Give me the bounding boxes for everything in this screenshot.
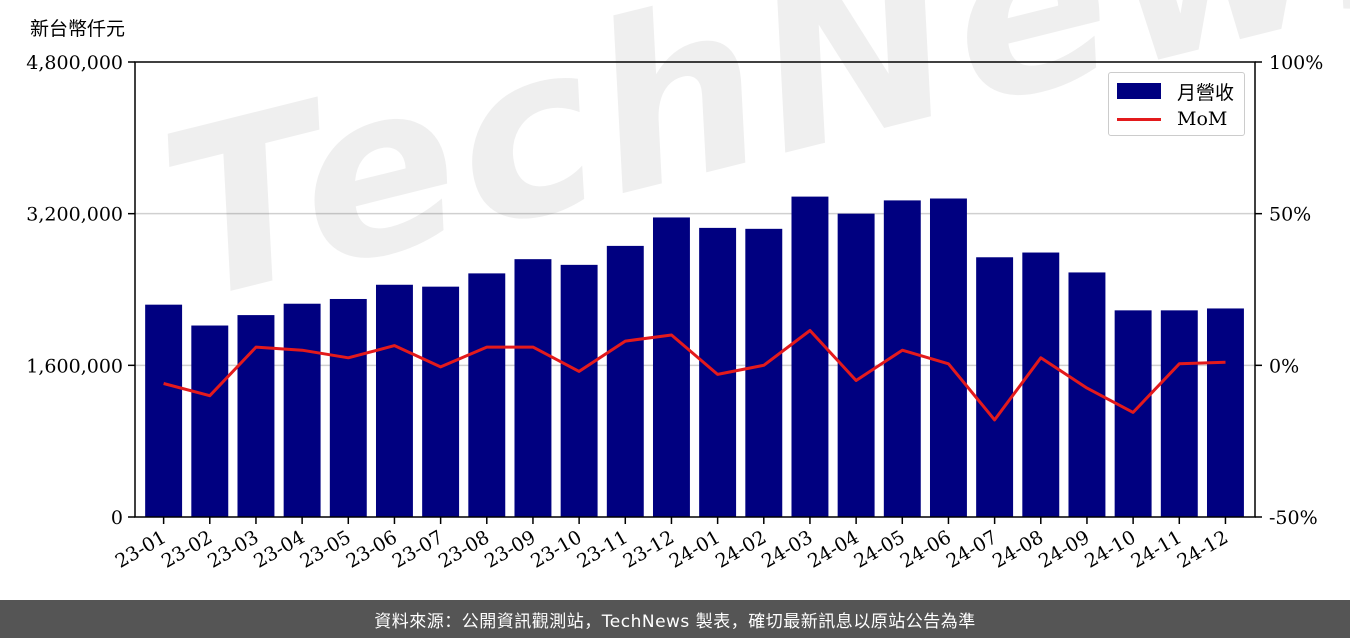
chart-legend: 月營收 MoM (1108, 72, 1245, 136)
x-tick-label-23-03: 23-03 (204, 526, 262, 572)
right-tick-label: 100% (1269, 52, 1323, 74)
left-tick-label: 0 (111, 507, 123, 529)
legend-swatch-line (1117, 117, 1161, 121)
source-footer-text: 資料來源：公開資訊觀測站，TechNews 製表，確切最新訊息以原站公告為準 (374, 611, 976, 632)
source-footer: 資料來源：公開資訊觀測站，TechNews 製表，確切最新訊息以原站公告為準 (0, 600, 1350, 638)
bar-23-06 (375, 284, 413, 517)
x-tick-label-23-12: 23-12 (620, 526, 678, 572)
x-tick-label-23-09: 23-09 (481, 526, 539, 572)
bar-23-09 (514, 259, 552, 517)
left-tick-label: 1,600,000 (26, 355, 123, 377)
bar-24-08 (1022, 252, 1060, 517)
plot-frame (134, 61, 1256, 518)
bar-23-07 (422, 286, 460, 517)
bar-24-12 (1206, 308, 1244, 517)
x-tick-label-23-08: 23-08 (435, 526, 493, 572)
left-tick-label: 3,200,000 (26, 204, 123, 226)
x-tick-label-23-10: 23-10 (527, 526, 585, 572)
bar-23-04 (283, 303, 321, 517)
bar-24-02 (745, 228, 783, 518)
x-tick-label-24-08: 24-08 (989, 526, 1047, 572)
x-tick-label-23-11: 23-11 (573, 526, 631, 572)
legend-entry-mom: MoM (1117, 107, 1227, 131)
legend-label-mom: MoM (1177, 108, 1228, 130)
x-tick-label-24-09: 24-09 (1035, 526, 1093, 572)
x-tick-label-23-07: 23-07 (389, 526, 447, 572)
x-tick-label-24-03: 24-03 (758, 526, 816, 572)
bar-series (145, 196, 1244, 518)
x-tick-label-24-05: 24-05 (850, 526, 908, 572)
left-tick-label: 4,800,000 (26, 52, 123, 74)
bar-23-03 (237, 315, 275, 517)
x-tick-label-23-06: 23-06 (343, 526, 401, 572)
x-tick-label-23-05: 23-05 (296, 526, 354, 572)
bar-24-03 (791, 196, 829, 517)
bar-23-08 (468, 273, 506, 517)
legend-label-revenue: 月營收 (1177, 81, 1235, 104)
bar-23-10 (560, 264, 598, 517)
x-tick-label-23-04: 23-04 (250, 526, 308, 572)
y-axis-unit-label: 新台幣仟元 (30, 18, 126, 40)
bar-24-06 (929, 198, 967, 517)
x-tick-label-24-07: 24-07 (943, 526, 1001, 572)
bar-24-11 (1160, 310, 1198, 517)
grid-lines (135, 212, 1255, 367)
bar-23-01 (145, 304, 183, 517)
bar-23-05 (329, 298, 367, 517)
axes (128, 61, 1262, 524)
bar-24-07 (976, 257, 1014, 517)
right-tick-label: 50% (1269, 204, 1311, 226)
legend-entry-revenue: 月營收 (1117, 79, 1235, 104)
legend-swatch-bar (1117, 83, 1161, 99)
x-tick-label-24-04: 24-04 (804, 526, 862, 572)
x-tick-label-24-11: 24-11 (1127, 526, 1185, 572)
mom-line-series (163, 329, 1226, 422)
x-tick-label-24-06: 24-06 (897, 526, 955, 572)
x-tick-label-24-02: 24-02 (712, 526, 770, 572)
x-tick-label-23-01: 23-01 (112, 526, 170, 572)
mom-line (163, 329, 1226, 422)
x-tick-label-24-01: 24-01 (666, 526, 724, 572)
revenue-chart: 0 1,600,000 3,200,000 4,800,000 -50% 0% 50% 100… (26, 52, 1323, 573)
right-tick-label: 0% (1269, 355, 1299, 377)
bar-23-11 (606, 245, 644, 518)
bar-23-12 (652, 217, 690, 518)
bar-23-02 (191, 325, 229, 517)
x-tick-label-23-02: 23-02 (158, 526, 216, 572)
x-tick-label-24-12: 24-12 (1174, 526, 1232, 572)
x-tick-label-24-10: 24-10 (1081, 526, 1139, 572)
right-tick-label: -50% (1269, 507, 1318, 529)
